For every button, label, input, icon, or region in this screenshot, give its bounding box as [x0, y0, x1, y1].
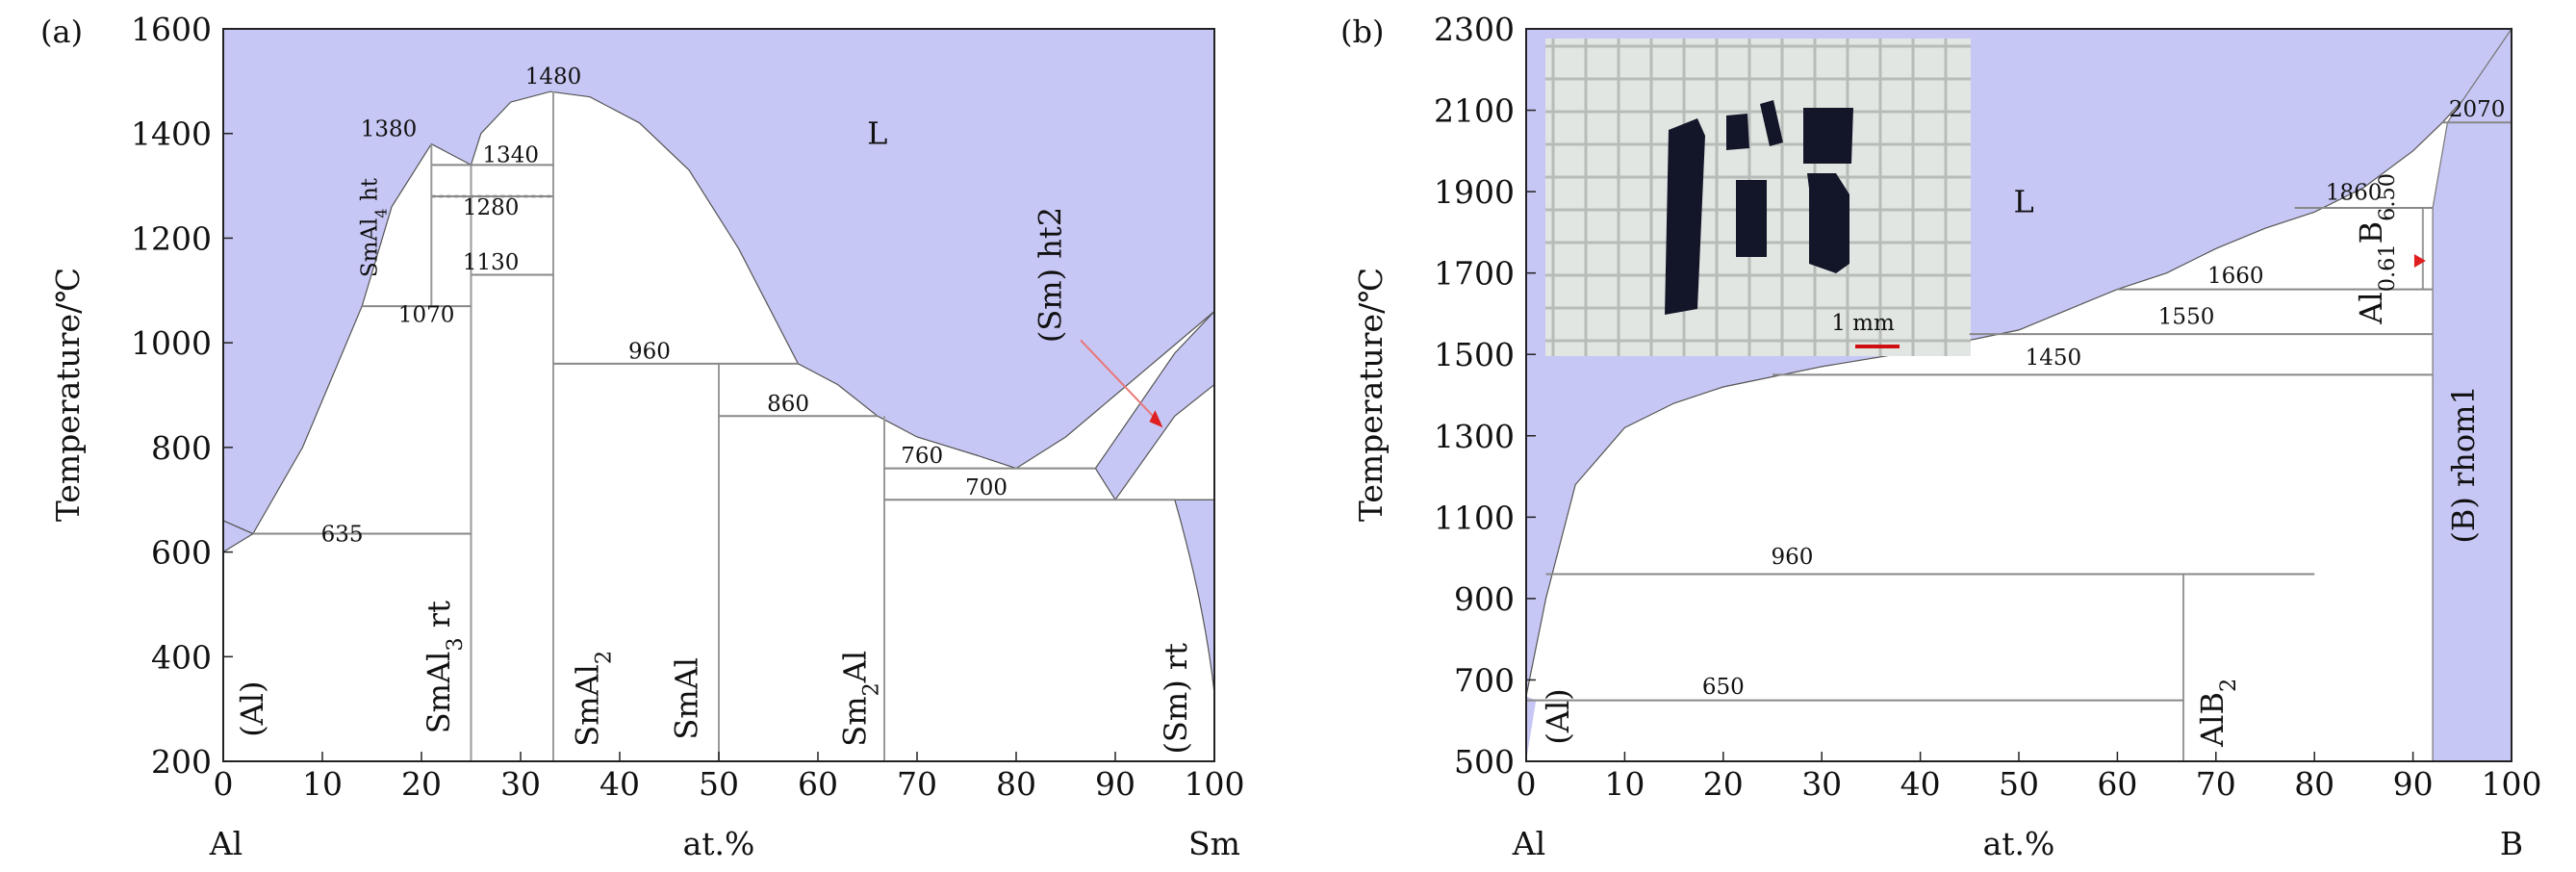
- b-x-tick-label: 30: [1801, 765, 1842, 803]
- a-y-tick-label: 600: [151, 534, 212, 572]
- a-phase-al: (Al): [234, 680, 270, 736]
- b-x-tick-label: 90: [2393, 765, 2434, 803]
- a-x-tick-label: 40: [599, 765, 640, 803]
- a-isotherm-label: 1380: [361, 116, 418, 141]
- a-isotherm-label: 960: [628, 339, 671, 364]
- b-y-tick-label: 1500: [1434, 336, 1515, 373]
- b-y-tick-label: 1900: [1434, 173, 1515, 211]
- b-x-tick-label: 40: [1900, 765, 1941, 803]
- b-y-tick-label: 500: [1454, 743, 1515, 781]
- panel-a-chart: (a) 635107011301280134013801480960860760…: [40, 11, 1245, 862]
- b-y-tick-label: 900: [1454, 580, 1515, 618]
- b-isotherm-label: 2070: [2449, 97, 2506, 122]
- a-isotherm-label: 1480: [525, 64, 582, 90]
- a-x-tick-label: 100: [1185, 765, 1245, 803]
- b-inset-crystal: [1803, 108, 1853, 164]
- a-x-tick-label: 80: [996, 765, 1036, 803]
- b-inset-crystal: [1760, 100, 1783, 146]
- a-phase-smal3-rt: SmAl3 rt: [421, 601, 468, 733]
- a-isotherm-label: 1070: [398, 302, 455, 327]
- a-phase-smal4-ht: SmAl4 ht: [358, 177, 391, 277]
- a-isotherm-label: 1280: [463, 195, 520, 220]
- a-y-tick-label: 1600: [131, 11, 212, 48]
- a-phase-smal: SmAl: [668, 657, 704, 740]
- a-isotherm-label: 760: [901, 444, 943, 469]
- a-x-tick-label: 30: [500, 765, 541, 803]
- b-isotherm-label: 1450: [2026, 346, 2082, 371]
- b-x-tick-label: 20: [1703, 765, 1744, 803]
- b-isotherm-label: 650: [1702, 675, 1745, 700]
- b-phase-b-rhom1: (B) rhom1: [2445, 385, 2482, 544]
- b-inset-crystal: [1726, 114, 1749, 150]
- a-phase-smal2: SmAl2: [569, 651, 616, 747]
- a-x-tick-label: 0: [214, 765, 234, 803]
- panel-b-right-element: B: [2500, 825, 2523, 862]
- a-y-tick-label: 1400: [131, 115, 212, 153]
- a-phase-sm2al: Sm2Al: [836, 651, 883, 747]
- b-y-tick-label: 1300: [1434, 418, 1515, 455]
- b-x-tick-label: 70: [2196, 765, 2236, 803]
- panel-a-right-element: Sm: [1188, 825, 1240, 862]
- b-y-tick-label: 1100: [1434, 499, 1515, 536]
- a-y-tick-label: 800: [151, 429, 212, 467]
- a-isotherm-label: 700: [965, 475, 1007, 500]
- b-pointer-arrow-head: [2413, 253, 2426, 268]
- panel-a-x-axis-label: at.%: [683, 825, 755, 862]
- a-liquid-region: [222, 28, 1215, 535]
- b-x-tick-label: 0: [1517, 765, 1537, 803]
- panel-a-left-element: Al: [209, 825, 242, 862]
- b-al-corner-region: [1526, 696, 1537, 761]
- b-x-tick-label: 80: [2294, 765, 2334, 803]
- b-phase-L: L: [2013, 183, 2033, 219]
- b-isotherm-label: 1860: [2326, 181, 2383, 206]
- a-x-tick-label: 70: [897, 765, 937, 803]
- b-y-tick-label: 1700: [1434, 255, 1515, 293]
- b-y-tick-label: 700: [1454, 661, 1515, 699]
- a-x-tick-label: 10: [302, 765, 343, 803]
- a-isotherm-label: 860: [767, 392, 809, 417]
- a-x-tick-label: 20: [401, 765, 442, 803]
- a-isotherm-label: 635: [321, 523, 364, 548]
- panel-a-y-axis-label: Temperature/℃: [49, 268, 87, 522]
- panel-b-left-element: Al: [1512, 825, 1545, 862]
- a-x-tick-label: 60: [798, 765, 838, 803]
- a-pointer-arrow-line: [1080, 339, 1160, 423]
- a-phase-sm-ht2: (Sm) ht2: [1032, 207, 1068, 343]
- b-y-tick-label: 2300: [1434, 11, 1515, 48]
- b-x-tick-label: 60: [2097, 765, 2137, 803]
- a-isotherm-label: 1340: [482, 143, 539, 168]
- b-x-tick-label: 10: [1604, 765, 1645, 803]
- b-phase-alb2: AlB2: [2194, 679, 2241, 748]
- b-inset-scale-label: 1 mm: [1831, 311, 1895, 336]
- b-y-tick-label: 2100: [1434, 92, 1515, 130]
- a-pointer-arrow-head: [1149, 410, 1163, 428]
- b-isotherm-label: 960: [1772, 545, 1814, 570]
- panel-b-label: (b): [1340, 13, 1384, 50]
- a-y-tick-label: 1000: [131, 324, 212, 362]
- b-isotherm-label: 1550: [2158, 305, 2215, 330]
- b-inset-crystal: [1807, 173, 1849, 273]
- panel-a-label: (a): [40, 13, 83, 50]
- a-y-tick-label: 1200: [131, 219, 212, 257]
- panel-b-y-axis-label: Temperature/℃: [1352, 268, 1390, 522]
- a-isotherm-label: 1130: [463, 250, 520, 275]
- a-phase-sm-rt: (Sm) rt: [1158, 643, 1194, 755]
- b-x-tick-label: 50: [1999, 765, 2039, 803]
- a-y-tick-label: 400: [151, 638, 212, 676]
- b-x-tick-label: 100: [2482, 765, 2542, 803]
- panel-b-x-axis-label: at.%: [1983, 825, 2055, 862]
- b-isotherm-label: 1660: [2207, 264, 2264, 289]
- b-phase-al: (Al): [1540, 688, 1576, 744]
- a-x-tick-label: 90: [1095, 765, 1135, 803]
- a-phase-L: L: [867, 115, 887, 152]
- a-y-tick-label: 200: [151, 743, 212, 781]
- a-x-tick-label: 50: [699, 765, 739, 803]
- b-phase-al061b650: Al0.61B6.50: [2353, 173, 2400, 325]
- b-inset-crystal: [1736, 180, 1767, 257]
- b-inset-crystal: [1665, 118, 1705, 315]
